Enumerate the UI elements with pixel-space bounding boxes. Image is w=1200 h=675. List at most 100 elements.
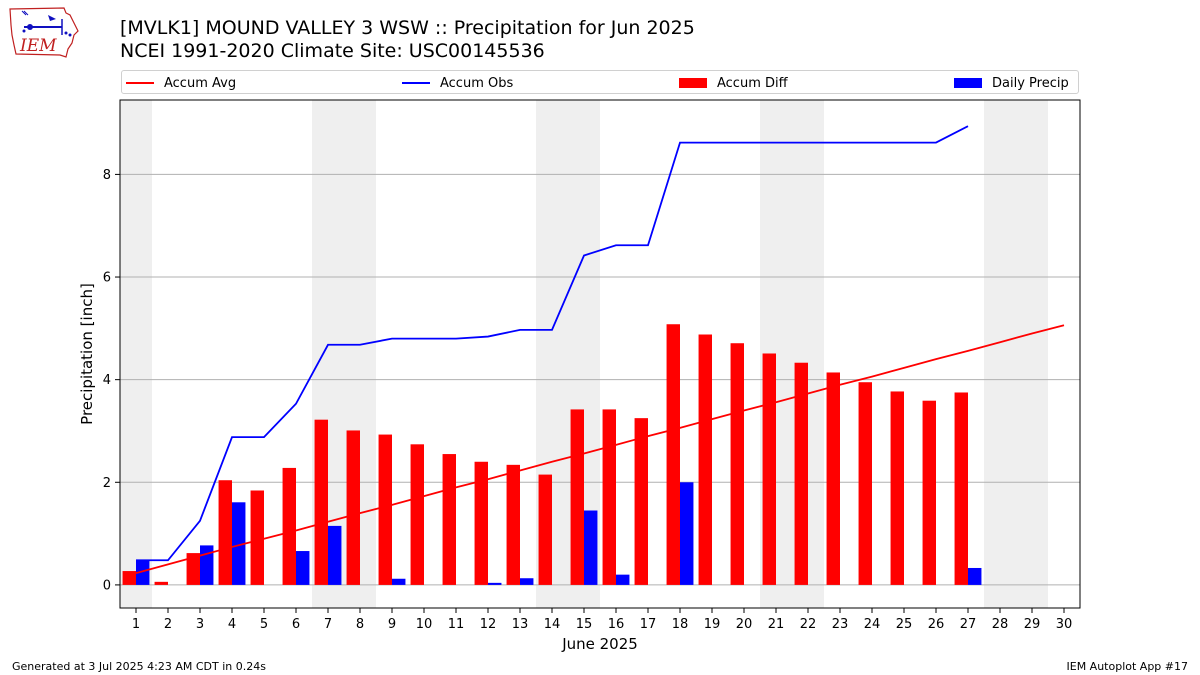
accum-diff-bar: [506, 464, 520, 585]
accum-diff-bar: [186, 553, 200, 585]
weekend-band: [984, 100, 1048, 608]
x-axis-label: June 2025: [561, 635, 638, 653]
x-tick-label: 3: [196, 617, 204, 632]
weekend-band: [120, 100, 152, 608]
chart-title: [MVLK1] MOUND VALLEY 3 WSW :: Precipitat…: [120, 17, 695, 39]
x-tick-label: 15: [576, 617, 593, 632]
accum-diff-bar: [602, 409, 616, 585]
x-tick-label: 6: [292, 617, 300, 632]
x-tick-label: 22: [800, 617, 817, 632]
x-tick-label: 25: [896, 617, 913, 632]
accum-diff-bar: [218, 480, 232, 585]
accum-diff-bar: [858, 382, 872, 585]
x-tick-label: 18: [672, 617, 689, 632]
x-tick-label: 7: [324, 617, 332, 632]
x-tick-label: 24: [864, 617, 881, 632]
x-tick-label: 19: [704, 617, 721, 632]
legend-swatch-daily-precip: [954, 78, 982, 88]
accum-diff-bar: [698, 334, 712, 585]
y-axis-ticks: 0 2 4 6 8: [103, 168, 120, 593]
x-tick-label: 14: [544, 617, 561, 632]
x-tick-label: 1: [132, 617, 140, 632]
x-tick-label: 11: [448, 617, 465, 632]
logo-text: IEM: [19, 36, 57, 56]
x-tick-label: 28: [992, 617, 1009, 632]
accum-obs-line: [136, 125, 969, 562]
daily-precip-bar: [232, 502, 246, 585]
x-tick-label: 5: [260, 617, 268, 632]
y-tick-label: 4: [103, 373, 111, 388]
x-tick-label: 10: [416, 617, 433, 632]
chart-subtitle: NCEI 1991-2020 Climate Site: USC00145536: [120, 40, 545, 62]
accum-diff-bar: [890, 391, 904, 585]
accum-diff-bar: [442, 454, 456, 585]
legend-item-accum-obs: Accum Obs: [402, 74, 513, 92]
accum-diff-bar: [666, 324, 680, 585]
legend-label-accum-obs: Accum Obs: [440, 75, 514, 91]
accum-diff-bar: [346, 430, 360, 585]
accum-diff-bar: [314, 419, 328, 585]
accum-diff-bars: [122, 324, 968, 585]
accum-avg-line: [135, 324, 1065, 574]
accum-diff-bar: [730, 343, 744, 585]
x-tick-label: 13: [512, 617, 529, 632]
accum-diff-bar: [378, 434, 392, 585]
legend-swatch-accum-obs: [402, 82, 430, 84]
y-axis-label: Precipitation [inch]: [78, 283, 96, 425]
daily-precip-bar: [488, 582, 502, 585]
x-tick-label: 21: [768, 617, 785, 632]
x-tick-label: 29: [1024, 617, 1041, 632]
daily-precip-bar: [520, 578, 534, 585]
accum-diff-bar: [762, 353, 776, 585]
x-tick-label: 26: [928, 617, 945, 632]
legend-swatch-accum-diff: [679, 78, 707, 88]
accum-diff-bar: [122, 571, 136, 585]
accum-diff-bar: [154, 581, 168, 585]
legend: Accum Avg Accum Obs Accum Diff Daily Pre…: [121, 70, 1079, 94]
x-axis-ticks: 1 2 3 4 5 6 7 8 9 10 11 12 13 14 15 16 17 18 19 20 21 22 23 24 2…: [132, 608, 1072, 632]
iem-logo: IEM: [6, 5, 82, 65]
daily-precip-bar: [680, 482, 694, 585]
y-tick-label: 6: [103, 271, 111, 286]
daily-precip-bar: [136, 560, 150, 585]
x-tick-label: 12: [480, 617, 497, 632]
footer-generated: Generated at 3 Jul 2025 4:23 AM CDT in 0…: [12, 660, 266, 673]
legend-item-daily-precip: Daily Precip: [954, 74, 1069, 92]
plot-frame: [119, 99, 1081, 609]
x-tick-label: 4: [228, 617, 236, 632]
daily-precip-bar: [584, 510, 598, 585]
daily-precip-bar: [616, 574, 630, 585]
x-tick-label: 9: [388, 617, 396, 632]
x-tick-label: 17: [640, 617, 657, 632]
accum-diff-bar: [826, 372, 840, 585]
accum-diff-bar: [794, 362, 808, 585]
legend-label-accum-diff: Accum Diff: [717, 75, 788, 91]
x-tick-label: 8: [356, 617, 364, 632]
legend-swatch-accum-avg: [126, 82, 154, 84]
footer-app: IEM Autoplot App #17: [1066, 660, 1189, 673]
legend-label-daily-precip: Daily Precip: [992, 75, 1069, 91]
accum-diff-bar: [922, 400, 936, 585]
accum-diff-bar: [250, 490, 264, 585]
daily-precip-bar: [392, 578, 406, 585]
x-tick-label: 30: [1056, 617, 1073, 632]
daily-precip-bar: [296, 551, 310, 585]
accum-lines: [135, 125, 1065, 574]
legend-item-accum-avg: Accum Avg: [126, 74, 236, 92]
x-tick-label: 23: [832, 617, 849, 632]
legend-item-accum-diff: Accum Diff: [679, 74, 788, 92]
accum-diff-bar: [282, 467, 296, 585]
x-tick-label: 20: [736, 617, 753, 632]
y-tick-label: 0: [103, 578, 111, 593]
weekend-bands: [120, 100, 1048, 608]
y-tick-label: 2: [103, 476, 111, 491]
accum-diff-bar: [634, 418, 648, 585]
daily-precip-bars: [136, 482, 982, 585]
daily-precip-bar: [968, 567, 982, 585]
accum-diff-bar: [954, 392, 968, 585]
accum-diff-bar: [410, 444, 424, 585]
legend-label-accum-avg: Accum Avg: [164, 75, 237, 91]
accum-diff-bar: [570, 409, 584, 585]
daily-precip-bar: [200, 545, 214, 585]
